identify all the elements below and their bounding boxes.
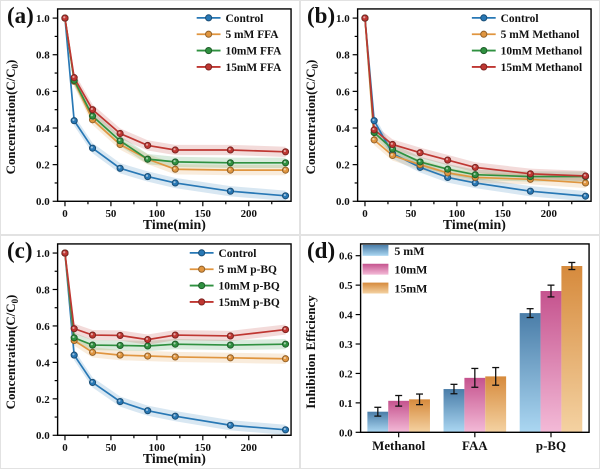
svg-text:150: 150: [195, 208, 212, 220]
svg-text:100: 100: [149, 442, 166, 454]
panel-a-line-chart: 0 50 100 150 200 0.0 0.2 0.4 0.6 0.8 1.0 Control 5 m…: [4, 8, 292, 233]
svg-text:Inhibition Efficiency: Inhibition Efficiency: [304, 295, 318, 409]
svg-text:Time(min): Time(min): [143, 452, 206, 467]
svg-text:10mM Methanol: 10mM Methanol: [501, 46, 582, 58]
svg-text:10mM FFA: 10mM FFA: [225, 46, 282, 58]
svg-text:0: 0: [62, 208, 68, 220]
svg-text:15mM: 15mM: [394, 282, 427, 296]
svg-text:15mM Methanol: 15mM Methanol: [501, 62, 582, 74]
svg-text:1.0: 1.0: [36, 248, 50, 260]
svg-text:0.5: 0.5: [339, 280, 353, 292]
svg-text:0.2: 0.2: [36, 160, 50, 172]
svg-text:15mM p-BQ: 15mM p-BQ: [219, 297, 280, 309]
svg-text:50: 50: [105, 442, 116, 454]
panel-d-label: (d): [307, 238, 336, 263]
svg-text:0.2: 0.2: [339, 368, 353, 380]
svg-text:Concentration(C/C0): Concentration(C/C0): [4, 295, 20, 410]
svg-text:200: 200: [241, 442, 258, 454]
svg-text:p-BQ: p-BQ: [536, 439, 566, 453]
panel-b-label: (b): [307, 3, 336, 28]
panel-b: (b) 0 50 100 150 200 0.0 0.2 0.4 0.6 0.8 1.0 Contro…: [300, 0, 600, 235]
svg-text:0.8: 0.8: [36, 284, 50, 296]
svg-text:1.0: 1.0: [36, 13, 50, 25]
svg-text:Control: Control: [225, 13, 263, 25]
svg-text:0.6: 0.6: [339, 251, 353, 263]
svg-text:10mM: 10mM: [394, 263, 427, 277]
svg-text:5 mM: 5 mM: [394, 244, 424, 258]
panel-d-bar-chart: Methanol FAA p-BQ 0.0 0.1 0.2 0.3 0.4 0.5 0.6 5 mM…: [304, 243, 590, 453]
panel-b-line-chart: 0 50 100 150 200 0.0 0.2 0.4 0.6 0.8 1.0 Control 5 m…: [304, 8, 592, 233]
panel-c: (c) 0 50 100 150 200 0.0 0.2 0.4 0.6 0.8 1.0 Contro…: [0, 235, 300, 469]
svg-text:Concentration(C/C0): Concentration(C/C0): [304, 60, 320, 175]
svg-text:Time(min): Time(min): [143, 218, 206, 233]
svg-text:0.6: 0.6: [336, 86, 350, 98]
svg-text:150: 150: [195, 442, 212, 454]
svg-text:0.4: 0.4: [36, 357, 50, 369]
svg-text:50: 50: [105, 208, 116, 220]
panel-d: (d) Methanol FAA p-BQ 0.0 0.1 0.2 0.3 0.4 0.5 0.6…: [300, 235, 600, 469]
svg-text:Time(min): Time(min): [443, 218, 506, 233]
svg-text:Control: Control: [501, 13, 539, 25]
svg-text:0.4: 0.4: [336, 123, 350, 135]
svg-text:0.6: 0.6: [36, 321, 50, 333]
svg-text:5 mM FFA: 5 mM FFA: [225, 29, 279, 41]
svg-text:50: 50: [405, 208, 416, 220]
panel-c-line-chart: 0 50 100 150 200 0.0 0.2 0.4 0.6 0.8 1.0 Control 5 m…: [4, 243, 292, 467]
svg-text:1.0: 1.0: [336, 13, 350, 25]
svg-text:200: 200: [541, 208, 558, 220]
svg-text:150: 150: [495, 208, 512, 220]
svg-text:0.0: 0.0: [336, 196, 350, 208]
svg-text:100: 100: [449, 208, 466, 220]
svg-text:0: 0: [362, 208, 368, 220]
svg-text:0.0: 0.0: [339, 427, 353, 439]
svg-text:200: 200: [241, 208, 258, 220]
svg-text:0.2: 0.2: [36, 394, 50, 406]
svg-text:Concentration(C/C0): Concentration(C/C0): [4, 60, 20, 175]
svg-text:10mM p-BQ: 10mM p-BQ: [219, 281, 280, 293]
svg-text:FAA: FAA: [462, 439, 488, 453]
svg-text:100: 100: [149, 208, 166, 220]
svg-text:0.0: 0.0: [36, 196, 50, 208]
panel-a-label: (a): [7, 3, 34, 28]
panel-a: (a) 0 50 100 150 200 0.0 0.2 0.4 0.6 0.8 1.0 Contro…: [0, 0, 300, 235]
svg-text:0.4: 0.4: [36, 123, 50, 135]
svg-text:0.6: 0.6: [36, 86, 50, 98]
svg-text:5 mM p-BQ: 5 mM p-BQ: [219, 264, 277, 276]
svg-text:0.2: 0.2: [336, 160, 350, 172]
svg-text:0.8: 0.8: [36, 50, 50, 62]
svg-text:0.0: 0.0: [36, 430, 50, 442]
svg-text:Control: Control: [219, 248, 257, 260]
svg-text:5 mM Methanol: 5 mM Methanol: [501, 29, 580, 41]
svg-text:0.1: 0.1: [339, 398, 353, 410]
svg-text:15mM FFA: 15mM FFA: [225, 62, 282, 74]
panel-c-label: (c): [7, 238, 33, 263]
svg-text:0: 0: [62, 442, 68, 454]
svg-text:0.4: 0.4: [339, 310, 353, 322]
svg-text:Methanol: Methanol: [372, 439, 425, 453]
svg-text:0.8: 0.8: [336, 50, 350, 62]
svg-text:0.3: 0.3: [339, 339, 353, 351]
